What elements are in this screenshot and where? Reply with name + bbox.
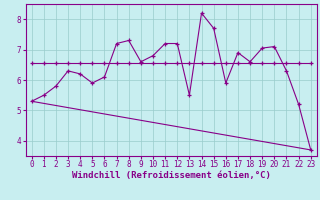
X-axis label: Windchill (Refroidissement éolien,°C): Windchill (Refroidissement éolien,°C) xyxy=(72,171,271,180)
